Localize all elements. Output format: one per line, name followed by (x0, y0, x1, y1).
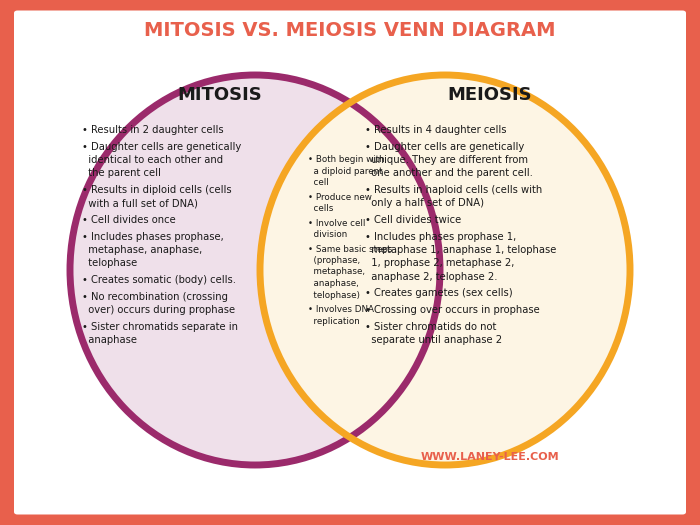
Text: • Same basic steps: • Same basic steps (308, 245, 393, 254)
Text: • Daughter cells are genetically: • Daughter cells are genetically (365, 142, 524, 152)
Ellipse shape (260, 75, 630, 465)
Text: • Both begin with: • Both begin with (308, 155, 384, 164)
Text: • Cell divides once: • Cell divides once (82, 215, 176, 225)
Text: identical to each other and: identical to each other and (82, 155, 223, 165)
Text: • Produce new: • Produce new (308, 193, 372, 202)
Text: • Creates gametes (sex cells): • Creates gametes (sex cells) (365, 289, 512, 299)
Text: • Sister chromatids separate in: • Sister chromatids separate in (82, 321, 238, 331)
Text: 1, prophase 2, metaphase 2,: 1, prophase 2, metaphase 2, (365, 258, 514, 268)
Text: with a full set of DNA): with a full set of DNA) (82, 198, 198, 208)
Text: anaphase 2, telophase 2.: anaphase 2, telophase 2. (365, 272, 498, 282)
Text: • Crossing over occurs in prophase: • Crossing over occurs in prophase (365, 305, 540, 315)
Text: • Results in 2 daughter cells: • Results in 2 daughter cells (82, 125, 223, 135)
Text: (prophase,: (prophase, (308, 256, 360, 265)
Text: a diploid parent: a diploid parent (308, 166, 382, 175)
Text: • Involves DNA: • Involves DNA (308, 305, 374, 314)
Text: unique. They are different from: unique. They are different from (365, 155, 528, 165)
Text: • Results in diploid cells (cells: • Results in diploid cells (cells (82, 185, 232, 195)
Text: • Involve cell: • Involve cell (308, 218, 365, 227)
Text: • Includes phases prophase,: • Includes phases prophase, (82, 232, 224, 242)
Text: • Creates somatic (body) cells.: • Creates somatic (body) cells. (82, 275, 236, 285)
Text: separate until anaphase 2: separate until anaphase 2 (365, 335, 502, 345)
Text: MITOSIS: MITOSIS (178, 86, 262, 104)
Text: anaphase: anaphase (82, 335, 137, 345)
Text: replication: replication (308, 317, 360, 326)
Text: one another and the parent cell.: one another and the parent cell. (365, 169, 533, 178)
Text: anaphase,: anaphase, (308, 279, 358, 288)
Text: telophase: telophase (82, 258, 137, 268)
Text: • Results in 4 daughter cells: • Results in 4 daughter cells (365, 125, 507, 135)
Text: over) occurs during prophase: over) occurs during prophase (82, 305, 235, 315)
Text: metaphase,: metaphase, (308, 268, 365, 277)
Ellipse shape (70, 75, 440, 465)
Text: • Results in haploid cells (cells with: • Results in haploid cells (cells with (365, 185, 542, 195)
Text: MEIOSIS: MEIOSIS (448, 86, 532, 104)
Text: telophase): telophase) (308, 290, 360, 299)
Text: • No recombination (crossing: • No recombination (crossing (82, 291, 228, 301)
Text: • Daughter cells are genetically: • Daughter cells are genetically (82, 142, 242, 152)
Text: cell: cell (308, 178, 329, 187)
Text: MITOSIS VS. MEIOSIS VENN DIAGRAM: MITOSIS VS. MEIOSIS VENN DIAGRAM (144, 20, 556, 39)
Text: WWW.LANEY-LEE.COM: WWW.LANEY-LEE.COM (421, 452, 559, 462)
Text: • Sister chromatids do not: • Sister chromatids do not (365, 321, 496, 331)
Text: only a half set of DNA): only a half set of DNA) (365, 198, 484, 208)
Text: metaphase 1, anaphase 1, telophase: metaphase 1, anaphase 1, telophase (365, 245, 556, 255)
Text: division: division (308, 230, 347, 239)
Text: cells: cells (308, 204, 333, 213)
Text: the parent cell: the parent cell (82, 169, 161, 178)
Text: • Includes phases prophase 1,: • Includes phases prophase 1, (365, 232, 517, 242)
Text: metaphase, anaphase,: metaphase, anaphase, (82, 245, 202, 255)
Text: • Cell divides twice: • Cell divides twice (365, 215, 461, 225)
